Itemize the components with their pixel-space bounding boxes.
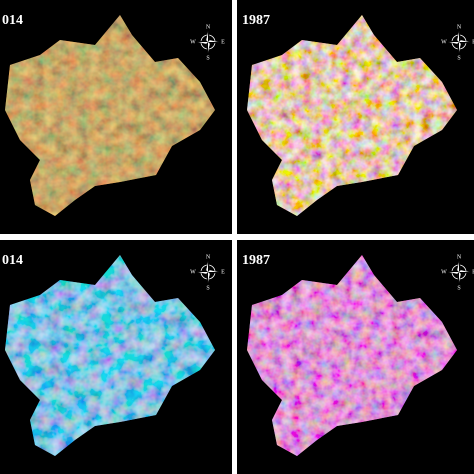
- compass-n: N: [206, 24, 211, 30]
- compass-e: E: [472, 39, 474, 45]
- panel: 014 N S W E: [0, 240, 232, 474]
- panel-label: 014: [2, 13, 23, 28]
- compass-s: S: [206, 55, 209, 61]
- compass-e: E: [221, 39, 225, 45]
- compass: N S W E: [190, 24, 225, 61]
- compass-s: S: [206, 285, 209, 291]
- compass-n: N: [206, 254, 211, 260]
- panel: 1987 N S W E: [237, 0, 474, 234]
- compass-n: N: [457, 24, 462, 30]
- compass-s: S: [457, 55, 460, 61]
- compass-w: W: [441, 39, 447, 45]
- compass-e: E: [472, 269, 474, 275]
- panel: 1987 N S W E: [237, 240, 474, 474]
- panel-label: 1987: [242, 13, 270, 28]
- panel: 014 N S W E: [0, 0, 232, 234]
- compass-w: W: [190, 269, 196, 275]
- compass: N S W E: [441, 24, 474, 61]
- compass-e: E: [221, 269, 225, 275]
- compass-w: W: [190, 39, 196, 45]
- compass: N S W E: [190, 254, 225, 291]
- compass-s: S: [457, 285, 460, 291]
- compass-n: N: [457, 254, 462, 260]
- compass: N S W E: [441, 254, 474, 291]
- compass-w: W: [441, 269, 447, 275]
- panel-label: 1987: [242, 253, 270, 268]
- panel-label: 014: [2, 253, 23, 268]
